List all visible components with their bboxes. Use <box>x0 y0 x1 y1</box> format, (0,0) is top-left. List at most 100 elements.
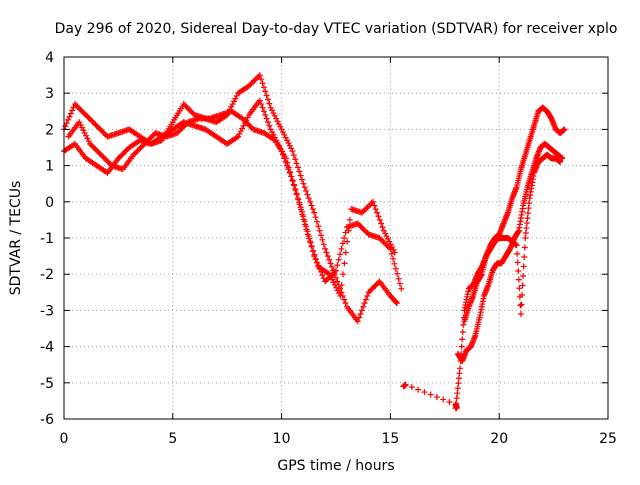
data-point-fill <box>131 150 138 157</box>
data-point-fill <box>384 235 391 242</box>
data-point-fill <box>393 299 400 306</box>
ticks <box>63 56 609 420</box>
data-point-fill <box>269 129 276 136</box>
data-point <box>333 274 339 281</box>
data-point-fill <box>327 260 334 267</box>
data-point-fill <box>297 206 304 213</box>
data-point-fill <box>519 292 526 299</box>
y-tick-label: -5 <box>40 376 54 392</box>
data-point-fill <box>396 280 403 287</box>
data-point-fill <box>382 230 389 237</box>
data-point-fill <box>291 182 298 189</box>
data-point-fill <box>380 239 387 246</box>
data-point <box>71 101 78 108</box>
data-point-fill <box>323 249 330 256</box>
data-point-fill <box>284 137 291 144</box>
data-point-fill <box>92 121 99 128</box>
data-point-fill <box>80 127 87 134</box>
data-point-fill <box>95 149 102 156</box>
data-point-fill <box>95 124 101 131</box>
data-point-fill <box>242 118 249 125</box>
data-point <box>326 271 333 278</box>
data-point-fill <box>311 251 318 258</box>
data-point-fill <box>518 301 525 308</box>
data-point-fill <box>118 152 125 159</box>
y-tick-label: 3 <box>45 86 54 102</box>
data-point-fill <box>386 238 393 245</box>
data-point-fill <box>133 149 140 156</box>
data-point-fill <box>67 110 74 117</box>
y-tick-labels: -6 -5 -4 -3 -2 -1 0 1 2 3 4 <box>40 50 54 428</box>
data-point-fill <box>65 116 72 123</box>
x-tick-label: 0 <box>60 431 69 447</box>
data-point-fill <box>258 76 265 83</box>
data-point-fill <box>295 196 302 203</box>
y-tick-label: 2 <box>45 122 54 138</box>
data-point-fill <box>330 270 337 277</box>
data-point-fill <box>279 129 286 136</box>
data-point-fill <box>440 396 447 403</box>
data-point-fill <box>308 202 315 209</box>
data-point <box>369 198 376 205</box>
data-point-fill <box>358 224 365 231</box>
data-point-fill <box>229 101 236 108</box>
data-point <box>76 119 83 126</box>
data-point-fill <box>233 134 240 141</box>
data-point-fill <box>84 113 91 120</box>
data-point-fill <box>362 296 369 303</box>
data-point-fill <box>289 177 296 184</box>
data-point-fill <box>395 275 402 282</box>
y-tick-label: 1 <box>45 159 54 175</box>
data-point-fill <box>92 146 99 153</box>
data-point-fill <box>250 78 257 85</box>
data-point-fill <box>309 206 316 213</box>
data-point-fill <box>299 211 306 218</box>
data-point-fill <box>458 343 465 350</box>
data-point-fill <box>338 282 345 289</box>
data-point-fill <box>301 221 308 228</box>
data-point-fill <box>460 321 467 328</box>
data-point-fill <box>271 112 278 119</box>
y-tick-label: -6 <box>40 412 54 428</box>
data-point-fill <box>99 128 106 135</box>
data-point-fill <box>148 134 155 141</box>
data-point-fill <box>285 139 292 146</box>
data-point <box>311 209 318 216</box>
data-point-fill <box>240 116 247 123</box>
data-point-fill <box>300 216 307 223</box>
data-point-fill <box>376 216 383 223</box>
data-point-fill <box>308 243 315 250</box>
data-point-fill <box>377 236 384 243</box>
data-point-fill <box>231 98 237 105</box>
data-point-fill <box>335 256 342 263</box>
data-point <box>304 231 311 238</box>
data-point-fill <box>297 172 304 179</box>
data-point <box>180 101 187 108</box>
data-point-fill <box>270 110 277 117</box>
data-point-fill <box>320 241 327 248</box>
data-point-fill <box>262 88 269 95</box>
data-point-fill <box>371 283 378 290</box>
data-point-fill <box>315 223 322 230</box>
data-point-fill <box>459 336 466 343</box>
data-point-fill <box>333 284 340 291</box>
x-tick-label: 10 <box>273 431 291 447</box>
data-point-fill <box>360 303 367 310</box>
data-point <box>256 72 263 79</box>
data-point <box>457 365 464 372</box>
data-point-fill <box>246 122 253 129</box>
data-point-fill <box>369 285 376 292</box>
data-point <box>239 115 246 122</box>
data-point-fill <box>262 111 269 118</box>
data-point-fill <box>361 206 368 213</box>
series-track-b <box>61 97 405 292</box>
data-point-fill <box>75 105 82 112</box>
data-point-fill <box>275 120 282 127</box>
data-point <box>141 140 148 147</box>
x-tick-label: 15 <box>381 431 399 447</box>
data-point-fill <box>288 173 295 180</box>
data-point-fill <box>146 135 153 142</box>
x-tick-labels: 0 5 10 15 20 25 <box>60 431 617 447</box>
data-point-fill <box>91 144 98 151</box>
